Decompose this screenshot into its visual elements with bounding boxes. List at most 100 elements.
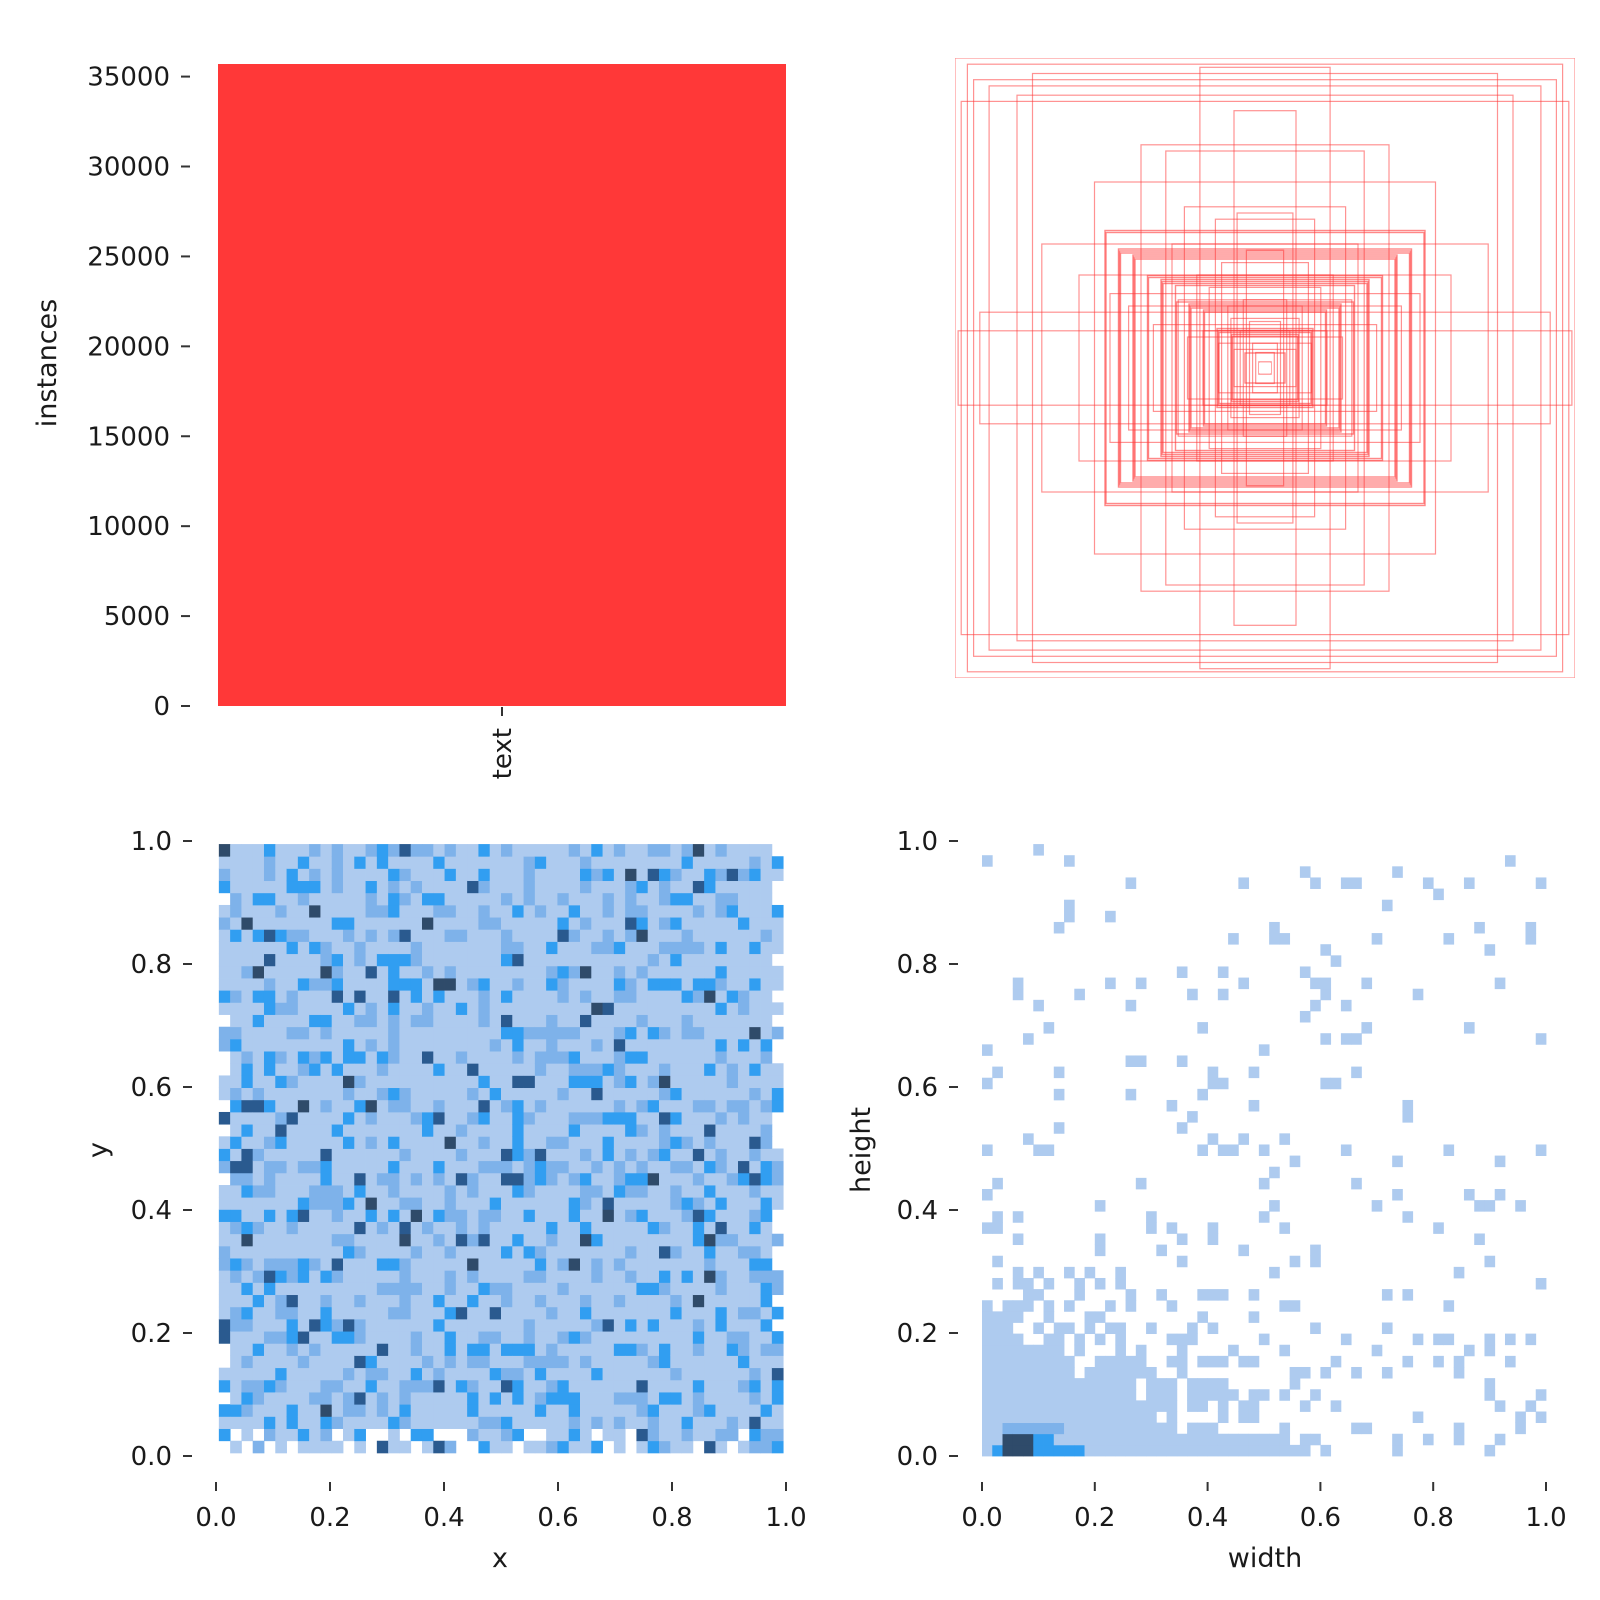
wh-heat-cell <box>1197 1433 1208 1446</box>
xy-heat-cell <box>218 1306 231 1320</box>
xy-heat-cell <box>670 1075 682 1089</box>
xy-heat-cell <box>602 1124 615 1137</box>
xy-heat-cell <box>365 1343 378 1356</box>
xy-heat-cell <box>489 965 502 979</box>
xy-heat-cell <box>241 1014 254 1028</box>
xy-heat-cell <box>444 1440 457 1454</box>
xy-heat-cell <box>331 1306 344 1320</box>
box-outline <box>1133 256 1397 480</box>
xy-heat-cell <box>309 856 321 869</box>
xy-heat-cell <box>388 1124 400 1137</box>
xy-heat-cell <box>388 1306 400 1320</box>
xy-heat-cell <box>444 1221 457 1235</box>
wh-heat-cell <box>1012 1277 1024 1290</box>
xy-heat-cell <box>455 1075 468 1089</box>
xy-heat-cell <box>659 1428 671 1442</box>
xy-heat-cell <box>738 1026 750 1040</box>
xy-heat-cell <box>433 1318 445 1332</box>
wh-heat-cell <box>1197 1389 1208 1401</box>
wh-heat-cell <box>1299 1444 1311 1457</box>
xy-heat-cell <box>275 1209 287 1222</box>
wh-heat-cell <box>1310 999 1321 1012</box>
xy-heat-cell <box>692 1270 705 1283</box>
xy-heat-cell <box>241 1172 254 1186</box>
xy-heat-cell <box>704 1404 716 1417</box>
xy-heat-cell <box>726 904 739 918</box>
xy-heat-cell <box>388 1318 400 1332</box>
xy-heat-cell <box>263 1038 276 1052</box>
xy-heat-cell <box>320 1014 333 1028</box>
xy-heat-cell <box>738 990 750 1003</box>
xy-heat-cell <box>263 1294 276 1308</box>
xy-heat-cell <box>501 880 513 894</box>
xy-heat-cell <box>421 1172 434 1186</box>
xy-heat-cell <box>613 1026 626 1040</box>
wh-heat-cell <box>1217 1433 1229 1446</box>
wh-heat-cell <box>1094 1233 1106 1246</box>
xy-heat-cell <box>670 904 682 918</box>
xy-heat-cell <box>365 1306 378 1320</box>
xy-heat-cell <box>512 1075 524 1089</box>
xy-heat-cell <box>286 917 299 930</box>
y-tick-label: 5000 <box>104 602 170 632</box>
xy-heat-cell <box>365 1051 378 1064</box>
xy-heat-cell <box>410 1099 423 1113</box>
wh-heat-cell <box>1269 1444 1280 1457</box>
xy-heat-cell <box>726 1026 739 1040</box>
xy-heat-cell <box>275 1294 287 1308</box>
xy-heat-cell <box>501 1038 513 1052</box>
xy-heat-cell <box>568 941 581 955</box>
xy-heat-cell <box>659 1087 671 1101</box>
xy-heat-cell <box>738 1136 750 1149</box>
xy-heat-cell <box>681 1063 694 1076</box>
xy-heat-cell <box>286 1270 299 1283</box>
xy-heat-cell <box>331 1063 344 1076</box>
xy-heat-cell <box>376 990 389 1003</box>
xy-heat-cell <box>342 1343 355 1356</box>
wh-heat-cell <box>1289 1366 1301 1379</box>
xy-heat-cell <box>286 1404 299 1417</box>
xy-heat-cell <box>444 1099 457 1113</box>
xy-heat-cell <box>602 892 615 906</box>
xy-heat-cell <box>263 1111 276 1125</box>
wh-heat-cell <box>1187 1400 1198 1412</box>
xy-heat-cell <box>241 929 254 942</box>
xy-heat-cell <box>760 1148 773 1162</box>
wh-heat-cell <box>1228 1444 1239 1457</box>
xy-heat-cell <box>478 1379 491 1393</box>
wh-heat-cell <box>1535 1411 1547 1424</box>
xy-heat-cell <box>760 1258 773 1271</box>
xy-heat-cell <box>478 965 491 979</box>
xy-heat-cell <box>546 1392 558 1405</box>
xy-heat-cell <box>557 1233 570 1247</box>
xy-heat-cell <box>433 953 445 967</box>
xy-heat-cell <box>218 990 231 1003</box>
xy-heat-cell <box>625 978 637 991</box>
xy-heat-cell <box>760 844 773 857</box>
wh-heat-cell <box>1238 1411 1250 1424</box>
wh-heat-cell <box>1299 1010 1311 1023</box>
xy-heat-cell <box>218 856 231 869</box>
xy-heat-cell <box>636 953 649 967</box>
xy-heat-cell <box>568 1051 581 1064</box>
xy-heat-cell <box>286 1294 299 1308</box>
xy-heat-cell <box>557 1318 570 1332</box>
wh-heat-cell <box>1535 1389 1547 1401</box>
xy-heat-cell <box>297 1367 310 1381</box>
xy-heat-cell <box>263 1331 276 1344</box>
xy-heat-cell <box>410 1416 423 1429</box>
xy-heat-cell <box>771 1416 784 1429</box>
xy-heat-cell <box>568 1258 581 1271</box>
xy-heat-cell <box>760 1440 773 1454</box>
xy-heat-cell <box>659 856 671 869</box>
xy-heat-cell <box>376 953 389 967</box>
xy-heat-cell <box>568 965 581 979</box>
y-tick-label: 0 <box>153 692 170 722</box>
wh-heat-cell <box>1351 1033 1362 1045</box>
wh-heat-cell <box>1330 955 1342 967</box>
xy-heat-cell <box>399 978 412 991</box>
wh-heat-cell <box>1269 1166 1280 1179</box>
xy-heat-cell <box>342 1258 355 1271</box>
xy-heat-cell <box>749 929 761 942</box>
xy-heat-cell <box>568 1172 581 1186</box>
